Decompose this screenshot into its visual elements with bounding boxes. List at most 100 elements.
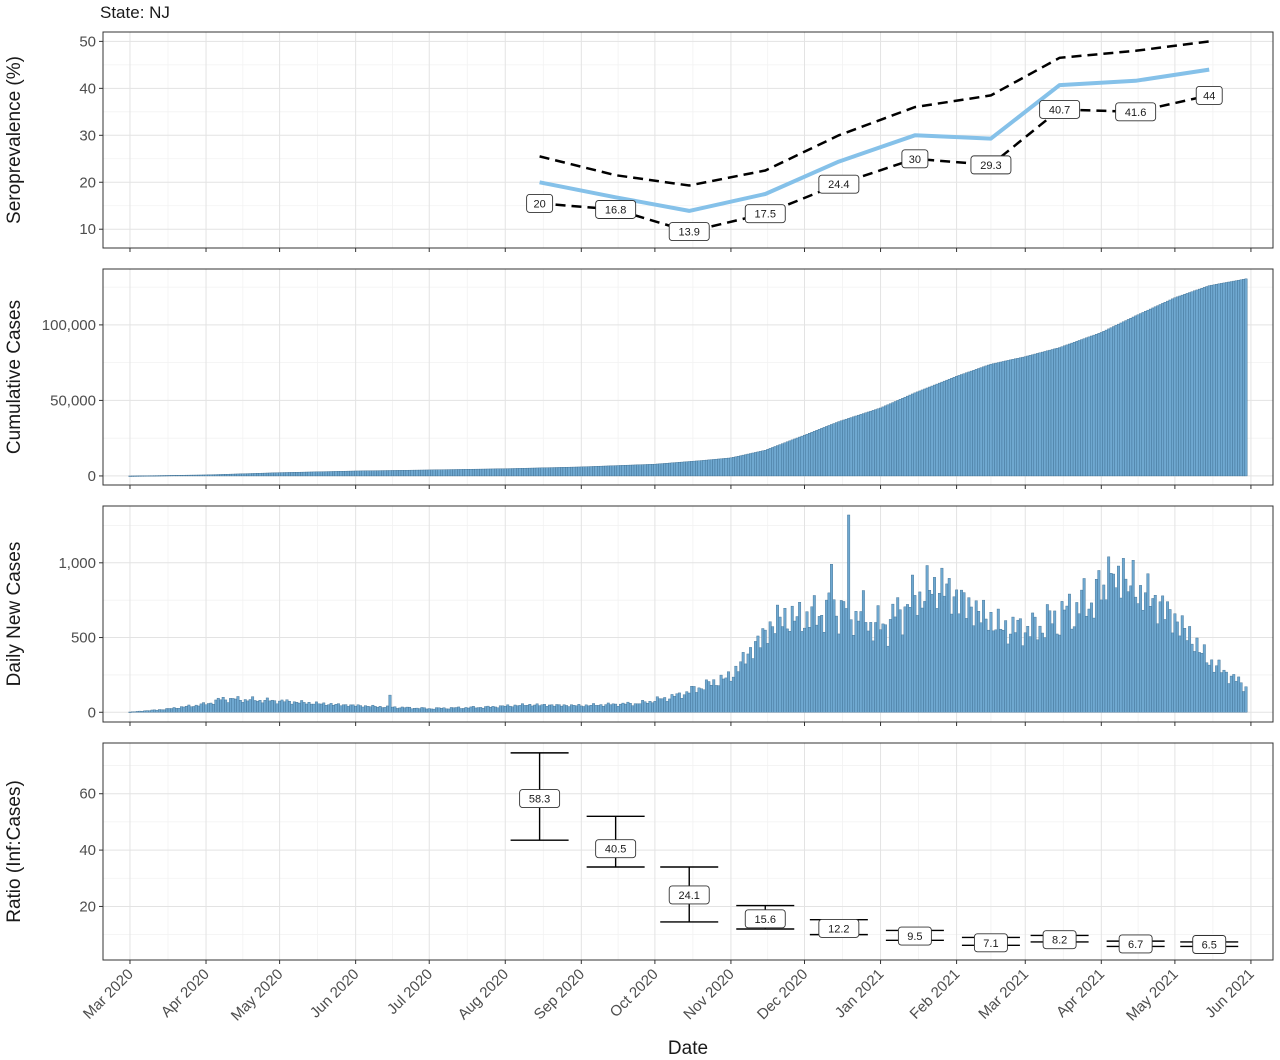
bar (535, 703, 539, 713)
data-label-text: 58.3 (529, 794, 550, 806)
bar (516, 468, 519, 477)
bar (1229, 281, 1233, 477)
bar (538, 467, 542, 477)
bar (1215, 665, 1219, 713)
bar (437, 707, 441, 713)
bar (243, 473, 247, 477)
panel-1: 10 20 30 40 50 Seroprevalence (%) 20 16.8 13.9 17… (4, 31, 1274, 252)
bar (403, 707, 407, 713)
bar (1114, 325, 1118, 477)
bar (1121, 558, 1125, 713)
bar (977, 368, 981, 477)
bar (525, 467, 529, 477)
bar (415, 707, 419, 713)
bar (452, 707, 456, 713)
bar (1009, 359, 1012, 477)
bar (582, 706, 586, 713)
bar (724, 458, 728, 477)
bar (275, 472, 279, 477)
bar (555, 704, 559, 713)
bar (1185, 640, 1189, 713)
bar (1193, 651, 1196, 713)
bar (300, 471, 304, 477)
bar (940, 567, 944, 713)
bar (224, 699, 228, 713)
bar (280, 699, 284, 713)
bar (1075, 341, 1079, 477)
bar (937, 593, 941, 713)
bar (896, 597, 900, 713)
data-label: 8.2 (1042, 930, 1077, 950)
bar (398, 707, 402, 713)
bar (143, 710, 147, 713)
bar (243, 699, 247, 713)
bar (690, 461, 694, 477)
bar (893, 616, 897, 713)
bar (1193, 290, 1196, 477)
bar (1048, 610, 1052, 713)
bar (324, 705, 328, 713)
y-tick-label: 50 (79, 33, 96, 50)
bar (1180, 615, 1184, 713)
bar (180, 475, 183, 477)
bar (604, 704, 608, 713)
bar (1190, 291, 1194, 477)
bar (1131, 316, 1135, 477)
bar (991, 363, 995, 477)
bar (175, 475, 179, 477)
bar (278, 700, 282, 713)
bar (1205, 286, 1209, 477)
y-tick-label: 100,000 (42, 317, 96, 334)
bar (1183, 628, 1187, 713)
bar (430, 469, 434, 477)
bar (712, 679, 716, 713)
bar (236, 696, 240, 713)
bar (253, 473, 257, 477)
bar (280, 472, 284, 477)
bar (1124, 578, 1128, 713)
bar (506, 704, 510, 713)
bar (1031, 612, 1035, 713)
bar (1227, 281, 1231, 477)
bar (1117, 323, 1120, 477)
bar (999, 361, 1003, 477)
bar (219, 474, 223, 477)
series-line-lower (539, 94, 1210, 233)
bar (449, 469, 453, 477)
bar (655, 463, 659, 477)
x-tick-label: May 2021 (1123, 966, 1182, 1025)
bar (1146, 573, 1150, 713)
bar (312, 471, 316, 477)
bar (1026, 355, 1030, 477)
bar (275, 703, 279, 713)
panel-content (539, 40, 1210, 233)
x-axis-label: Date (668, 1038, 708, 1059)
bar (204, 474, 208, 477)
bar (812, 431, 816, 477)
bar (1212, 671, 1216, 713)
bar (709, 459, 713, 477)
bar (1222, 282, 1226, 477)
bar (1129, 585, 1133, 713)
bar (471, 468, 475, 477)
bar (1094, 579, 1098, 713)
bar (1146, 309, 1150, 477)
bar (381, 707, 385, 713)
bar (714, 685, 718, 713)
data-label: 58.3 (519, 789, 561, 808)
bar (854, 611, 858, 713)
bar (592, 703, 595, 713)
bar (177, 475, 181, 477)
bar (508, 705, 512, 713)
bar (1080, 339, 1084, 477)
bar (533, 467, 537, 477)
bar (562, 467, 566, 477)
bar (131, 711, 134, 713)
bar (888, 403, 892, 477)
bar (834, 615, 838, 713)
bar (506, 468, 510, 477)
bar (1009, 633, 1012, 713)
bar (354, 470, 358, 477)
bar (1087, 336, 1091, 477)
bar (925, 387, 929, 477)
